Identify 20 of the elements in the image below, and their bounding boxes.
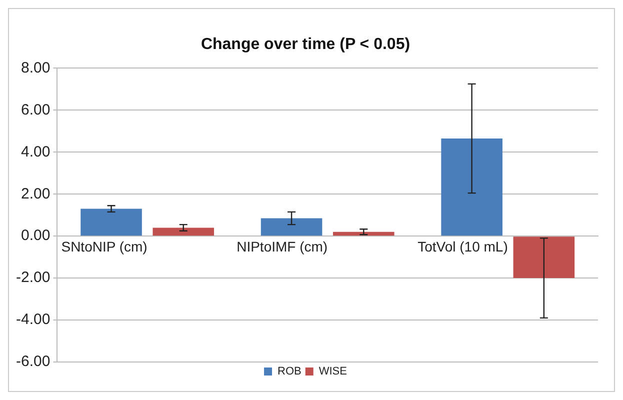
- legend-label: WISE: [318, 366, 347, 378]
- y-tick-label: 4.00: [20, 143, 50, 160]
- bar: [260, 218, 322, 236]
- bar: [333, 232, 394, 236]
- x-tick-label: NIPtoIMF (cm): [236, 238, 328, 254]
- bar: [513, 236, 575, 278]
- y-tick-label: 8.00: [20, 59, 50, 76]
- legend-label: ROB: [278, 366, 302, 378]
- y-tick-label: -6.00: [16, 353, 50, 370]
- y-tick-label: 0.00: [20, 227, 50, 244]
- y-tick-label: -2.00: [16, 269, 50, 286]
- bar: [80, 208, 142, 236]
- x-tick-label: SNtoNIP (cm): [61, 238, 148, 254]
- bar: [152, 228, 214, 236]
- y-tick-label: -4.00: [16, 311, 50, 328]
- y-tick-label: 6.00: [20, 101, 50, 118]
- bar: [441, 138, 502, 236]
- y-tick-label: 2.00: [20, 185, 50, 202]
- x-tick-label: TotVol (10 mL): [418, 238, 508, 254]
- chart-title: Change over time (P < 0.05): [200, 36, 410, 54]
